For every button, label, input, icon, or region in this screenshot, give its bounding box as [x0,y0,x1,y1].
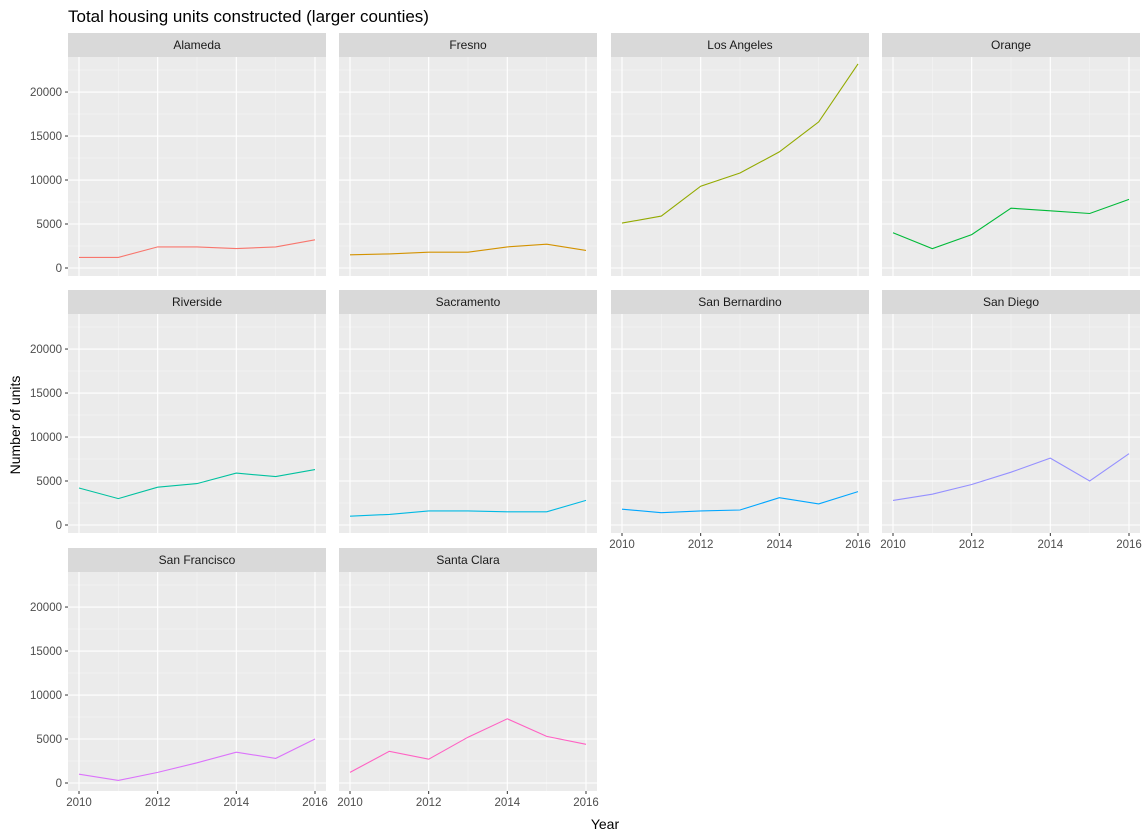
x-tick-label: 2010 [609,539,635,551]
x-tick-label: 2010 [880,539,906,551]
panel-orange: Orange [882,33,1140,276]
y-tick-label: 5000 [36,734,62,746]
y-axis-title: Number of units [7,376,23,475]
x-tick-label: 2012 [416,797,442,809]
y-tick-label: 10000 [30,432,62,444]
facet-label: Alameda [173,38,221,52]
y-tick-label: 10000 [30,690,62,702]
x-tick-label: 2014 [495,797,521,809]
facet-label: Riverside [172,295,222,309]
panel-san-francisco: San Francisco 0 5000 10000 15000 20000 2010 201… [30,548,328,809]
panel-los-angeles: Los Angeles [611,33,869,276]
panel-alameda: Alameda 0 5000 10000 15000 20000 [30,33,326,276]
x-tick-label: 2010 [66,797,92,809]
y-tick-label: 5000 [36,476,62,488]
facet-label: Los Angeles [707,38,772,52]
panel-santa-clara: Santa Clara 2010 2012 2014 2016 [337,548,599,809]
x-tick-label: 2012 [145,797,171,809]
y-tick-label: 20000 [30,602,62,614]
panel-fresno: Fresno [339,33,597,276]
x-tick-label: 2012 [959,539,985,551]
chart-title: Total housing units constructed (larger … [68,7,429,26]
y-tick-label: 15000 [30,131,62,143]
x-tick-label: 2014 [224,797,250,809]
y-tick-label: 5000 [36,219,62,231]
y-tick-label: 20000 [30,344,62,356]
x-tick-label: 2016 [845,539,871,551]
facet-label: Orange [991,38,1031,52]
facet-label: Santa Clara [436,553,500,567]
x-tick-label: 2016 [1116,539,1142,551]
y-tick-label: 10000 [30,175,62,187]
facet-label: San Bernardino [698,295,782,309]
facet-label: Fresno [449,38,487,52]
x-tick-label: 2014 [1038,539,1064,551]
facet-label: Sacramento [436,295,501,309]
x-tick-label: 2010 [337,797,363,809]
x-tick-label: 2014 [767,539,793,551]
y-tick-label: 20000 [30,87,62,99]
facet-label: San Diego [983,295,1039,309]
y-tick-label: 0 [56,263,62,275]
x-tick-label: 2016 [302,797,328,809]
facet-label: San Francisco [159,553,236,567]
y-tick-label: 0 [56,778,62,790]
x-tick-label: 2016 [573,797,599,809]
y-tick-label: 15000 [30,646,62,658]
x-axis-title: Year [591,816,620,832]
panel-sacramento: Sacramento [339,290,597,533]
facet-panels: Alameda 0 5000 10000 15000 20000 Fresno Los Ang… [30,33,1142,809]
panel-san-diego: San Diego 2010 2012 2014 2016 [880,290,1142,551]
panel-riverside: Riverside 0 5000 10000 15000 20000 [30,290,326,533]
y-tick-label: 15000 [30,388,62,400]
x-tick-label: 2012 [688,539,714,551]
panel-san-bernardino: San Bernardino 2010 2012 2014 2016 [609,290,871,551]
y-tick-label: 0 [56,520,62,532]
